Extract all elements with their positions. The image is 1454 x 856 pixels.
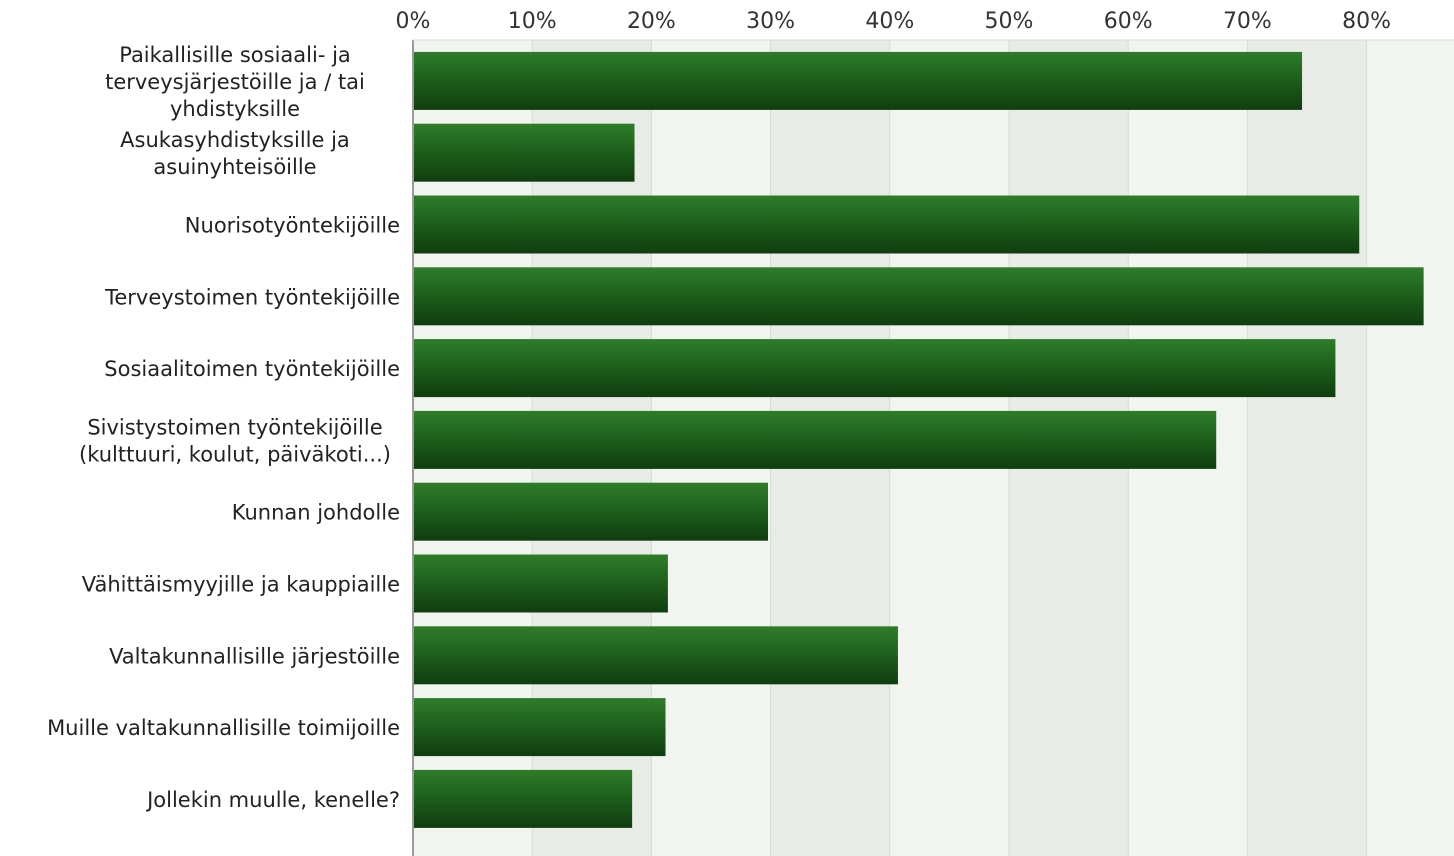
category-label-line: terveysjärjestöille ja / tai: [105, 70, 365, 94]
x-tick-label: 20%: [627, 9, 676, 34]
category-label-line: (kulttuuri, koulut, päiväkoti...): [79, 442, 391, 466]
category-label: Valtakunnallisille järjestöille: [109, 644, 400, 668]
category-label-line: Paikallisille sosiaali- ja: [119, 43, 351, 67]
x-tick-label: 0%: [396, 9, 431, 34]
category-label: Jollekin muulle, kenelle?: [145, 788, 400, 812]
x-tick-label: 70%: [1223, 9, 1272, 34]
bar: [414, 410, 1217, 469]
category-label-line: yhdistyksille: [170, 97, 300, 121]
category-label: Nuorisotyöntekijöille: [185, 214, 400, 238]
category-label-line: Kunnan johdolle: [232, 501, 400, 525]
plot-band: [1247, 40, 1367, 856]
x-tick-label: 80%: [1342, 9, 1391, 34]
axis: [412, 39, 1454, 856]
category-label-line: Terveystoimen työntekijöille: [104, 285, 400, 309]
category-label: Sosiaalitoimen työntekijöille: [104, 357, 400, 381]
x-tick-label: 60%: [1104, 9, 1153, 34]
category-label-line: Valtakunnallisille järjestöille: [109, 644, 400, 668]
x-tick-label: 30%: [746, 9, 795, 34]
bar: [414, 626, 898, 685]
bar: [414, 195, 1360, 254]
category-label-line: Asukasyhdistyksille ja: [120, 128, 350, 152]
category-label-line: Nuorisotyöntekijöille: [185, 214, 400, 238]
category-label: Kunnan johdolle: [232, 501, 400, 525]
category-label: Sivistystoimen työntekijöille (kulttuuri,…: [79, 415, 391, 466]
bar: [414, 267, 1424, 326]
x-tick-label: 40%: [865, 9, 914, 34]
bar: [414, 769, 633, 828]
category-label: Asukasyhdistyksille ja asuinyhteisöille: [120, 128, 350, 179]
category-labels: Paikallisille sosiaali- ja terveysjärjest…: [47, 43, 400, 812]
bar: [414, 123, 635, 182]
bar: [414, 339, 1336, 398]
x-tick-labels: 0% 10% 20% 30% 40% 50% 60% 70% 80%: [396, 9, 1392, 34]
x-tick-label: 10%: [508, 9, 557, 34]
bar-series: [414, 51, 1424, 828]
bar: [414, 51, 1303, 110]
category-label-line: asuinyhteisöille: [153, 155, 316, 179]
category-label: Paikallisille sosiaali- ja terveysjärjest…: [105, 43, 365, 121]
category-label-line: Muille valtakunnallisille toimijoille: [47, 716, 400, 740]
category-label-line: Sosiaalitoimen työntekijöille: [104, 357, 400, 381]
category-label-line: Jollekin muulle, kenelle?: [145, 788, 400, 812]
x-tick-label: 50%: [985, 9, 1034, 34]
category-label: Vähittäismyyjille ja kauppiaille: [82, 573, 400, 597]
bar: [414, 482, 769, 541]
category-label-line: Sivistystoimen työntekijöille: [87, 415, 382, 439]
bar: [414, 698, 666, 757]
bar: [414, 554, 668, 613]
category-label: Terveystoimen työntekijöille: [104, 285, 400, 309]
category-label: Muille valtakunnallisille toimijoille: [47, 716, 400, 740]
category-label-line: Vähittäismyyjille ja kauppiaille: [82, 573, 400, 597]
